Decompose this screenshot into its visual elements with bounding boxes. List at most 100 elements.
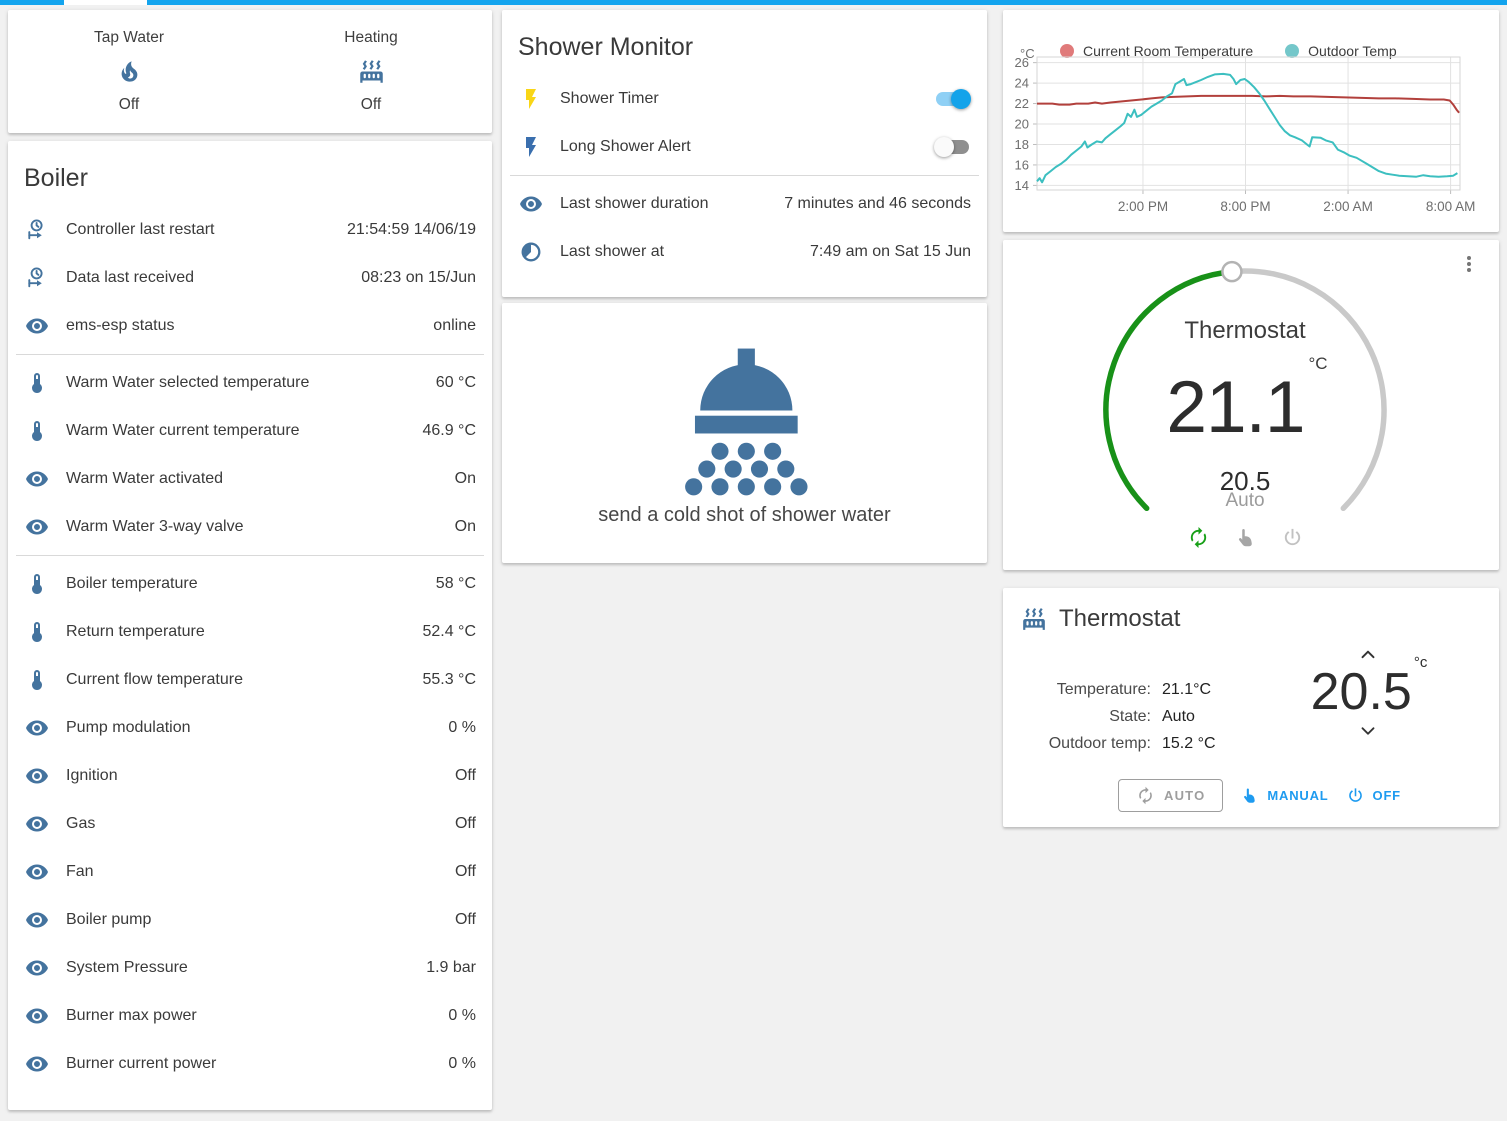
attribute-value: 15.2 °C xyxy=(1162,734,1216,752)
chevron-down-icon[interactable] xyxy=(1355,720,1381,742)
entity-value: 1.9 bar xyxy=(426,959,476,977)
entity-row: Boiler pump Off xyxy=(8,896,492,944)
toggle-switch[interactable] xyxy=(934,137,971,158)
eye-icon xyxy=(8,956,66,980)
entity-row: Warm Water activated On xyxy=(8,455,492,503)
chevron-up-icon[interactable] xyxy=(1355,643,1381,665)
boiler-card: Boiler Controller last restart 21:54:59 1… xyxy=(8,141,492,1110)
mode-auto-autorenew-icon[interactable] xyxy=(1187,526,1210,549)
entity-value: Off xyxy=(454,767,476,785)
entity-label: Boiler pump xyxy=(66,911,152,929)
toggle-thumb xyxy=(934,137,954,158)
legend-label: Outdoor Temp xyxy=(1308,43,1397,59)
history-chart: 14 16 18 20 22 24 26 2:00 PM 8:00 PM 2:00 AM 8:00 … xyxy=(1015,55,1476,214)
svg-text:8:00 AM: 8:00 AM xyxy=(1426,199,1476,214)
thermostat-dial-card: Thermostat 21.1°C 20.5 Auto xyxy=(1003,240,1499,570)
glance-item-heating[interactable]: Heating Off xyxy=(250,10,492,133)
top-tab-bar[interactable] xyxy=(0,0,1507,5)
toggle-row: Long Shower Alert xyxy=(502,123,987,171)
clock-pie-icon xyxy=(502,240,560,264)
attribute-row: Temperature: 21.1°C xyxy=(1027,676,1317,703)
thermometer-icon xyxy=(8,668,66,692)
power-icon xyxy=(1346,786,1365,805)
entity-value: 21:54:59 14/06/19 xyxy=(346,221,476,239)
eye-icon xyxy=(8,467,66,491)
active-tab-indicator xyxy=(64,0,147,5)
entity-label: ems-esp status xyxy=(66,317,175,335)
svg-text:18: 18 xyxy=(1015,137,1029,152)
entity-row: Fan Off xyxy=(8,848,492,896)
kebab-menu-icon[interactable] xyxy=(1457,252,1481,276)
entity-label: Warm Water activated xyxy=(66,470,224,488)
attribute-row: State: Auto xyxy=(1027,703,1317,730)
mode-off-power-icon[interactable] xyxy=(1281,526,1304,549)
entity-row: Controller last restart 21:54:59 14/06/19 xyxy=(8,206,492,254)
entity-label: Pump modulation xyxy=(66,719,191,737)
entity-value: 0 % xyxy=(448,1007,476,1025)
svg-text:2:00 PM: 2:00 PM xyxy=(1118,199,1168,214)
entity-label: Last shower at xyxy=(560,243,665,261)
chart-y-unit: °C xyxy=(1020,46,1035,61)
entity-value: On xyxy=(454,518,476,536)
entity-label: Warm Water current temperature xyxy=(66,422,300,440)
glance-label: Heating xyxy=(344,29,398,46)
entity-row: Return temperature 52.4 °C xyxy=(8,608,492,656)
eye-icon xyxy=(8,314,66,338)
card-title: Thermostat xyxy=(1059,605,1181,632)
entity-row: Gas Off xyxy=(8,800,492,848)
thermometer-icon xyxy=(8,620,66,644)
entity-row: Current flow temperature 55.3 °C xyxy=(8,656,492,704)
temperature-unit: °C xyxy=(1308,353,1328,373)
attribute-label: State: xyxy=(1109,707,1151,725)
chart-legend: Current Room Temperature Outdoor Temp xyxy=(1060,43,1397,59)
glance-item-tap-water[interactable]: Tap Water Off xyxy=(8,10,250,133)
fire-icon xyxy=(116,58,143,85)
entity-row: Ignition Off xyxy=(8,752,492,800)
attribute-label: Temperature: xyxy=(1056,680,1151,698)
toggle-switch[interactable] xyxy=(934,89,971,110)
eye-icon xyxy=(8,716,66,740)
auto-button[interactable]: AUTO xyxy=(1118,779,1224,812)
dial-knob[interactable] xyxy=(1221,260,1243,283)
clock-start-icon xyxy=(8,266,66,290)
entity-row: Boiler temperature 58 °C xyxy=(8,560,492,608)
entity-label: Controller last restart xyxy=(66,221,215,239)
eye-icon xyxy=(8,860,66,884)
svg-text:22: 22 xyxy=(1015,96,1029,111)
entity-value: Off xyxy=(454,911,476,929)
svg-text:24: 24 xyxy=(1015,76,1029,91)
hvac-mode-label: Auto xyxy=(1225,490,1265,511)
attribute-value: 21.1°C xyxy=(1162,680,1212,698)
button-label: AUTO xyxy=(1164,788,1206,803)
entity-label: Fan xyxy=(66,863,94,881)
eye-icon xyxy=(502,192,560,216)
entity-label: Burner current power xyxy=(66,1055,217,1073)
entity-value: online xyxy=(433,317,476,335)
entity-value: 52.4 °C xyxy=(422,623,476,641)
entity-label: Burner max power xyxy=(66,1007,197,1025)
entity-value: 0 % xyxy=(448,1055,476,1073)
history-chart-card: °C Current Room Temperature Outdoor Temp … xyxy=(1003,10,1499,232)
shower-action-button[interactable]: send a cold shot of shower water xyxy=(502,303,987,563)
entity-value: 46.9 °C xyxy=(422,422,476,440)
svg-text:14: 14 xyxy=(1015,178,1029,193)
off-button[interactable]: OFF xyxy=(1346,786,1401,805)
entity-label: Current flow temperature xyxy=(66,671,243,689)
toggle-row: Shower Timer xyxy=(502,75,987,123)
shower-action-label: send a cold shot of shower water xyxy=(598,503,891,526)
mode-manual-hand-icon[interactable] xyxy=(1234,526,1257,549)
glance-state: Off xyxy=(118,96,140,113)
eye-icon xyxy=(8,764,66,788)
entity-row: System Pressure 1.9 bar xyxy=(8,944,492,992)
entity-value: 60 °C xyxy=(435,374,476,392)
entity-label: Data last received xyxy=(66,269,195,287)
glance-label: Tap Water xyxy=(93,29,165,46)
attribute-row: Outdoor temp: 15.2 °C xyxy=(1027,730,1317,757)
eye-icon xyxy=(8,812,66,836)
glance-card: Tap Water Off Heating Off xyxy=(8,10,492,133)
entity-row: Warm Water 3-way valve On xyxy=(8,503,492,551)
entity-label: Warm Water 3-way valve xyxy=(66,518,244,536)
legend-label: Current Room Temperature xyxy=(1083,43,1254,59)
manual-button[interactable]: MANUAL xyxy=(1240,786,1328,805)
legend-dot xyxy=(1285,44,1300,58)
